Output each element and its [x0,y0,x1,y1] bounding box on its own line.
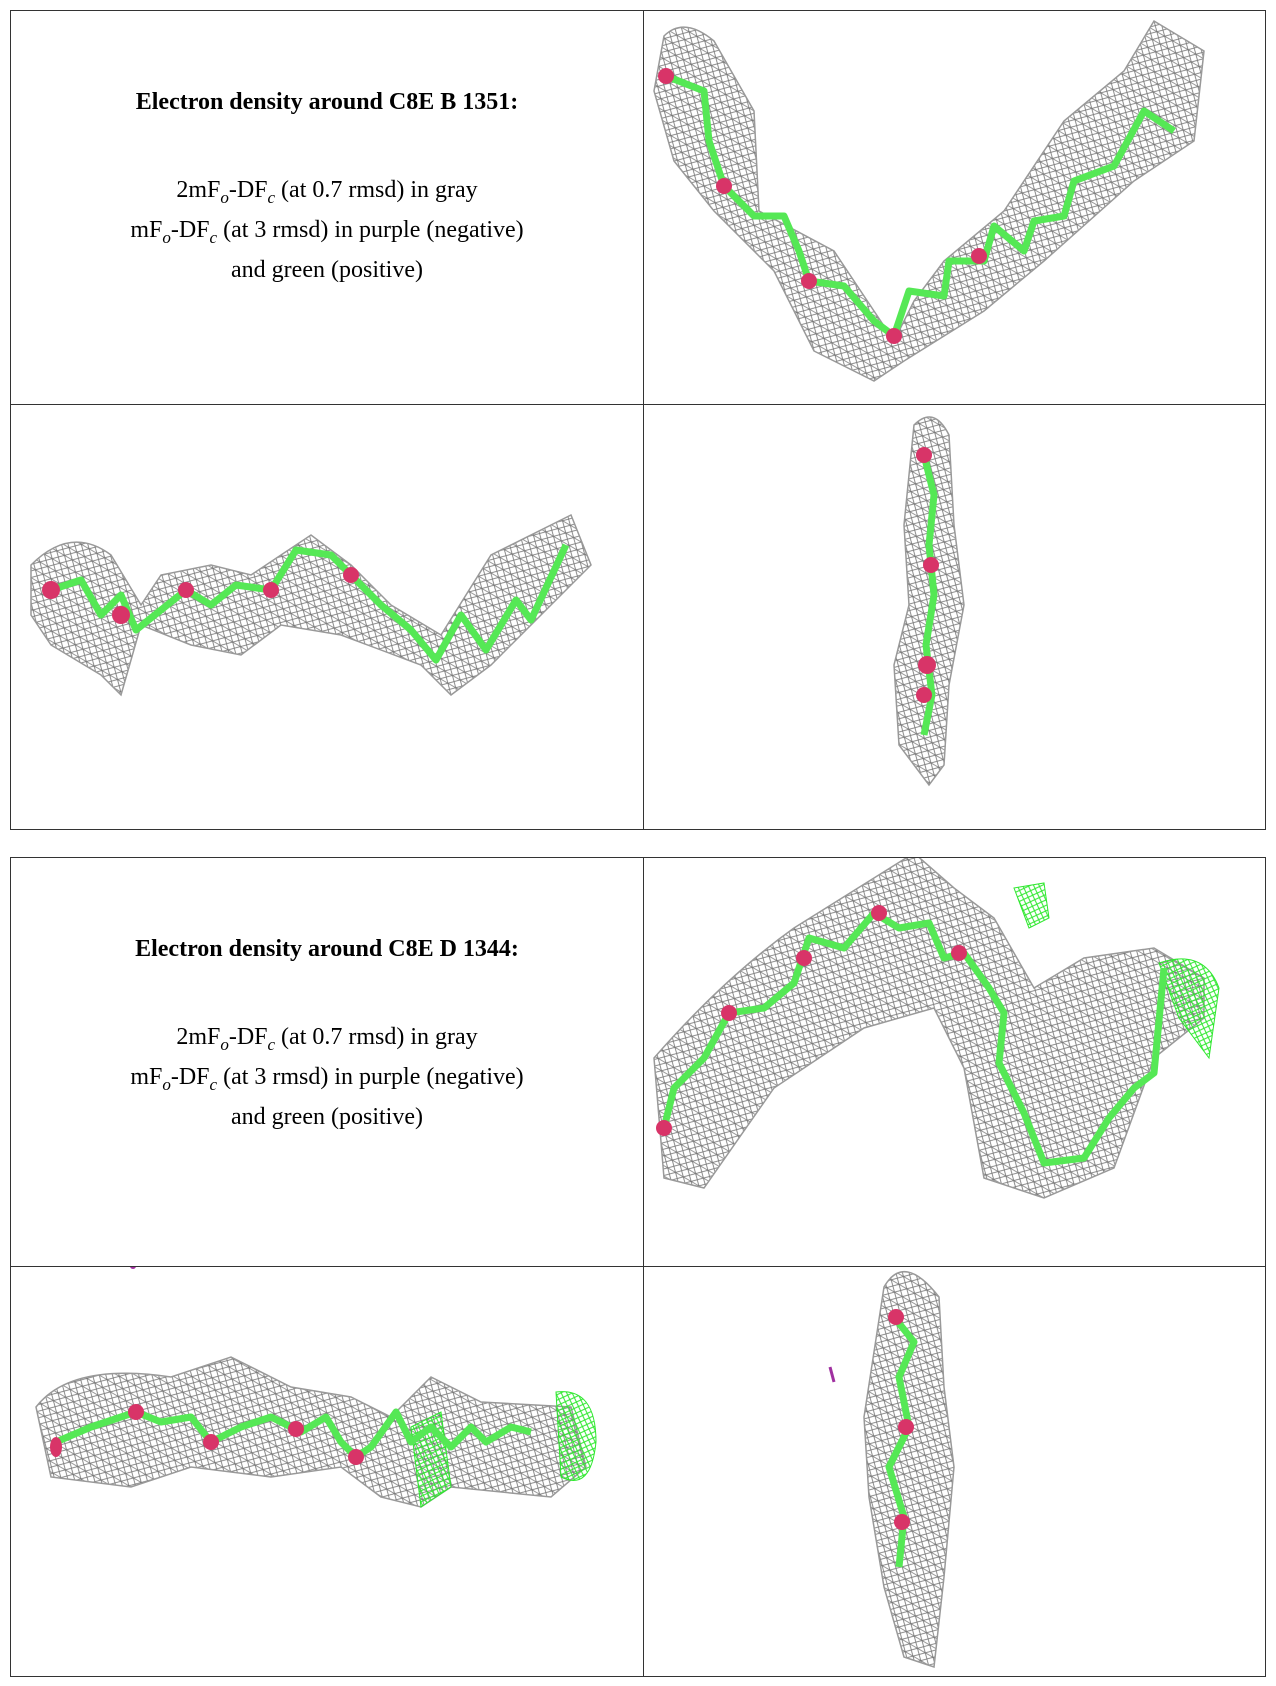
caption-line: mFo-DFc (at 3 rmsd) in purple (negative) [11,214,643,254]
heading: Electron density around C8E D 1344: [135,936,519,962]
caption-line: 2mFo-DFc (at 0.7 rmsd) in gray [11,174,643,214]
subscript: c [267,187,276,207]
caption-line: 2mFo-DFc (at 0.7 rmsd) in gray [11,1021,643,1061]
positive-density [555,1391,597,1481]
subscript: o [162,227,171,247]
molecule [664,72,1176,340]
table: Electron density around C8E D 1344: 2mFo… [10,857,1266,1677]
negative-density [828,1366,836,1383]
density-image [893,416,965,787]
heading: Electron density around C8E B 1351: [135,89,519,115]
caption-line: mFo-DFc (at 3 rmsd) in purple (negative) [11,1061,643,1101]
table: Electron density around C8E B 1351: 2mFo… [10,10,1266,830]
subscript: o [162,1074,171,1094]
text: 2mF [176,1024,221,1050]
density-mesh [30,513,592,697]
image-cell [644,405,1266,830]
density-image [35,1267,597,1508]
text: (at 0.7 rmsd) in gray [275,1024,478,1050]
image-cell [11,405,643,830]
density-mesh [653,19,1205,382]
oxygen-atoms [658,68,987,344]
row-divider [11,1266,1265,1267]
density-mesh [653,858,1205,1199]
text: 2mF [176,177,221,203]
text: -DF [170,1063,210,1090]
molecule [660,909,1168,1167]
oxygen-atoms [50,1404,364,1465]
density-mesh [863,1271,955,1669]
description-cell: Electron density around C8E B 1351: 2mFo… [11,11,643,404]
text: (at 3 rmsd) in purple (negative) [217,1063,524,1090]
image-cell [644,858,1266,1266]
caption: 2mFo-DFc (at 0.7 rmsd) in gray mFo-DFc (… [11,1021,643,1133]
oxygen-atoms [656,905,967,1136]
density-image [30,513,592,697]
subscript: c [267,1034,276,1054]
text: -DF [170,216,210,243]
oxygen-atoms [916,447,939,703]
text: (at 3 rmsd) in purple (negative) [217,216,524,243]
subscript: o [220,1034,229,1054]
subscript: c [209,227,218,247]
text: and green (positive) [231,1103,423,1130]
image-cell [11,1267,643,1677]
description-cell: Electron density around C8E D 1344: 2mFo… [11,858,643,1266]
text: -DF [228,177,268,203]
caption: 2mFo-DFc (at 0.7 rmsd) in gray mFo-DFc (… [11,174,643,286]
density-image [828,1271,955,1669]
positive-density [1158,958,1220,1060]
row-divider [11,404,1265,405]
density-image [653,19,1205,382]
positive-density [1013,882,1050,929]
text: and green (positive) [231,256,423,283]
text: (at 0.7 rmsd) in gray [275,177,478,203]
molecule [49,543,570,664]
image-cell [644,11,1266,404]
column-divider [643,11,644,829]
caption-line: and green (positive) [11,1101,643,1133]
molecule [54,1408,532,1461]
column-divider [643,858,644,1676]
density-image [653,858,1220,1199]
image-cell [644,1267,1266,1677]
oxygen-atoms [888,1309,914,1530]
subscript: c [209,1074,218,1094]
text: mF [130,216,163,243]
negative-density [130,1267,136,1269]
subscript: o [220,187,229,207]
density-mesh [893,416,965,787]
text: -DF [228,1024,268,1050]
caption-line: and green (positive) [11,254,643,286]
oxygen-atoms [42,567,359,624]
text: mF [130,1063,163,1090]
